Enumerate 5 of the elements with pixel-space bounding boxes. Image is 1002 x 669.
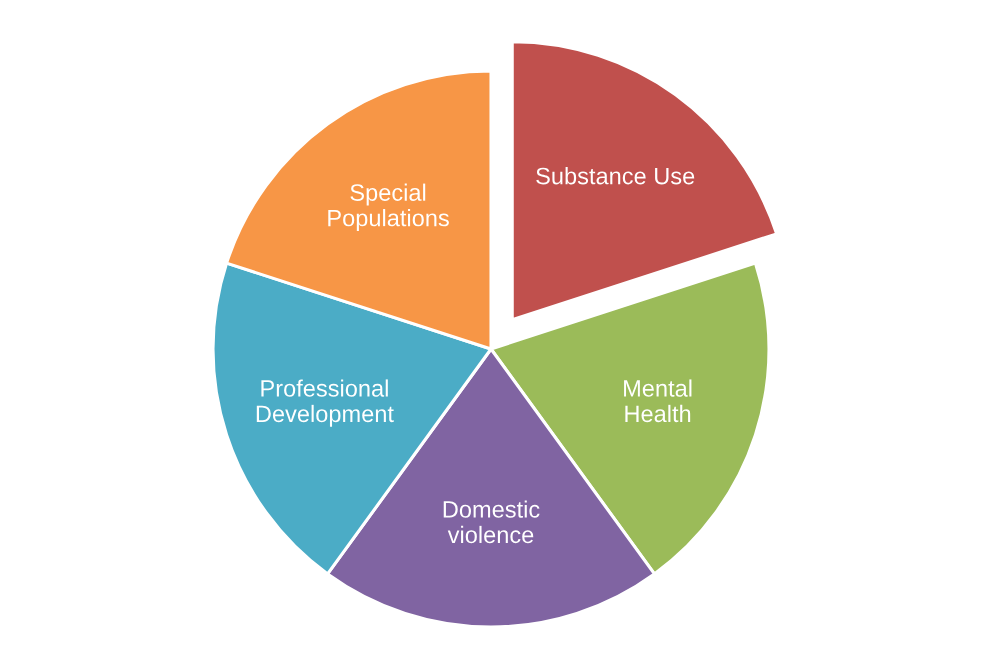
- slice-label: Mental Health: [624, 379, 692, 423]
- slice-label: Domestic violence: [443, 500, 540, 544]
- slice-label: Substance Use: [536, 167, 695, 185]
- slice-label: Special Populations: [328, 183, 449, 232]
- slice-label: Professional Development: [256, 379, 394, 427]
